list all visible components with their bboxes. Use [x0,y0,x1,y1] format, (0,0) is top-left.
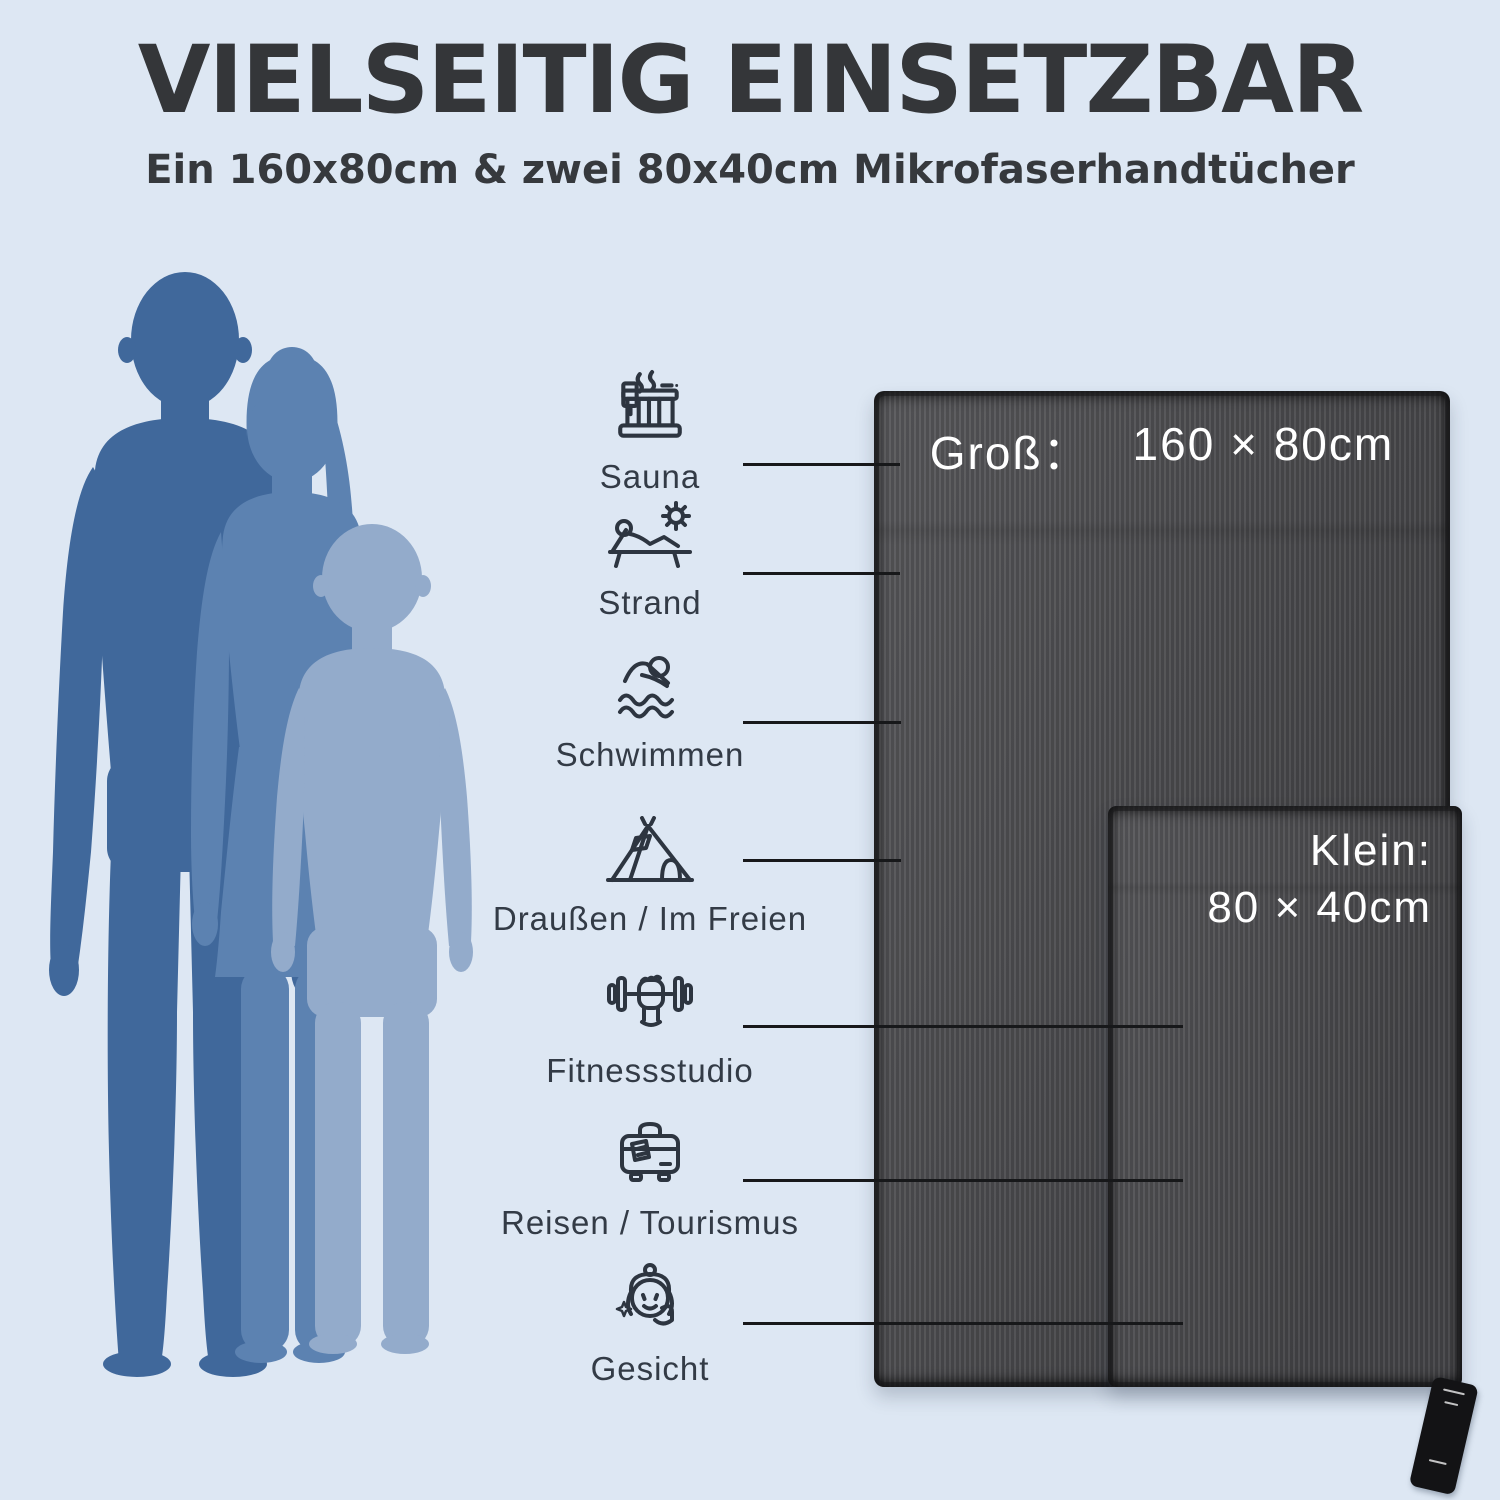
use-item-fitnessstudio: Fitnessstudio [480,968,820,1089]
suitcase-icon [612,1116,688,1197]
connector-line-reisen [743,1179,1183,1182]
child-silhouette [271,524,473,1354]
use-item-schwimmen: Schwimmen [480,652,820,773]
use-label: Gesicht [590,1350,710,1387]
connector-line-sauna [743,463,900,466]
sauna-icon [611,368,689,451]
beach-lounger-icon [604,500,696,577]
connector-line-gesicht [743,1322,1183,1325]
towel-small: Klein: 80 × 40cm [1108,806,1462,1387]
towel-large-name: Groß： [929,427,1091,479]
use-label: Fitnessstudio [546,1052,754,1089]
header: VIELSEITIG EINSETZBAR Ein 160x80cm & zwe… [0,0,1500,193]
connector-line-fitnessstudio [743,1025,1183,1028]
towel-small-size: 80 × 40cm [1207,883,1432,933]
page-subtitle: Ein 160x80cm & zwei 80x40cm Mikrofaserha… [145,147,1355,193]
page-title: VIELSEITIG EINSETZBAR [137,26,1365,135]
use-label: Sauna [599,458,701,495]
swimmer-icon [612,652,688,729]
towel-small-name: Klein: [1309,826,1432,875]
tent-icon [604,816,696,893]
use-item-draussen: Draußen / Im Freien [480,816,820,937]
use-label: Reisen / Tourismus [500,1204,799,1241]
use-label: Strand [598,584,702,621]
face-icon [612,1262,688,1343]
use-item-strand: Strand [480,500,820,621]
dumbbell-icon [604,968,696,1045]
family-silhouettes [49,272,473,1377]
use-label: Draußen / Im Freien [492,900,808,937]
connector-line-strand [743,572,900,575]
use-label: Schwimmen [555,736,745,773]
use-item-reisen: Reisen / Tourismus [480,1116,820,1241]
towel-large-label: Groß： 160 × 80cm [874,417,1450,483]
use-item-sauna: Sauna [480,368,820,495]
use-item-gesicht: Gesicht [480,1262,820,1387]
towel-small-label: Klein: 80 × 40cm [1207,822,1432,936]
connector-line-schwimmen [743,721,901,724]
brand-tag [1408,1376,1479,1496]
connector-line-draussen [743,859,901,862]
towel-large-size: 160 × 80cm [1132,418,1395,470]
